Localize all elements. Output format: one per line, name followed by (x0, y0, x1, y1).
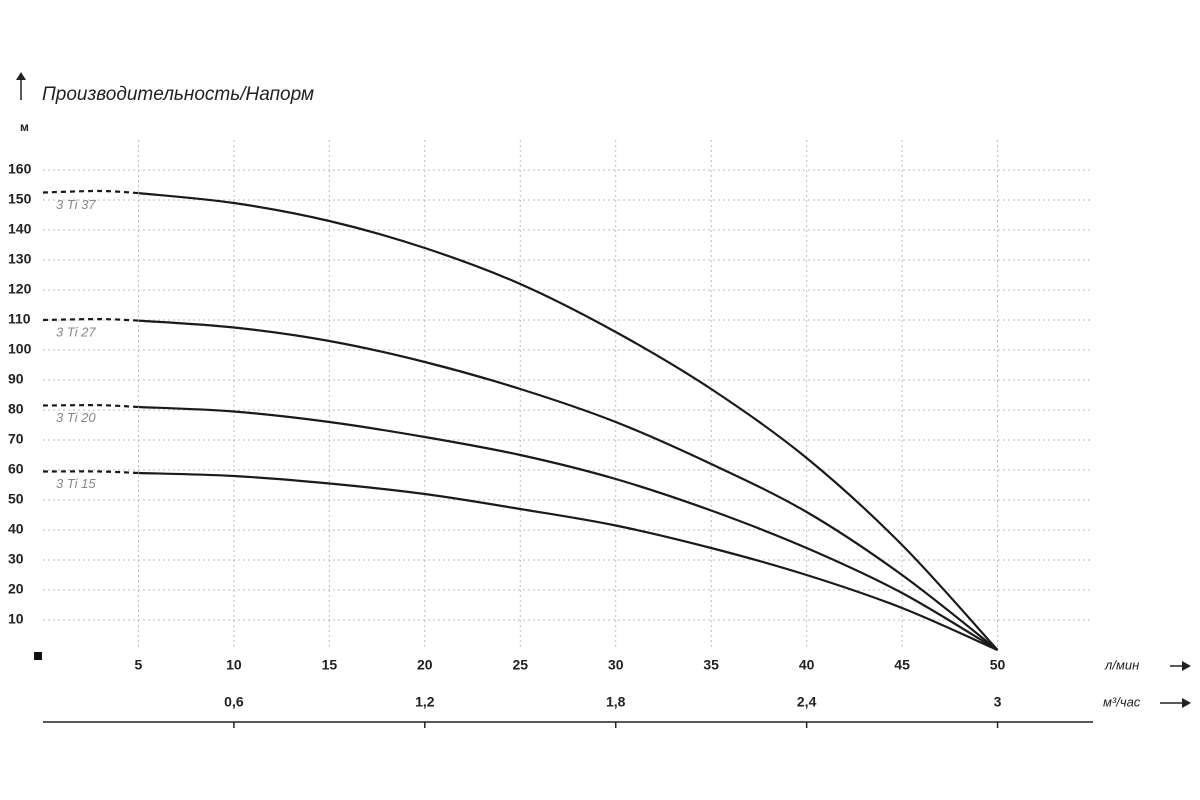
y-tick-label: 90 (8, 371, 24, 387)
y-unit: м (20, 120, 29, 134)
y-tick-label: 100 (8, 341, 32, 357)
y-tick-label: 160 (8, 161, 32, 177)
y-tick-label: 110 (8, 311, 31, 327)
x-tick-label: 20 (417, 657, 433, 673)
y-tick-label: 130 (8, 251, 32, 267)
x2-tick-label: 1,8 (606, 694, 626, 710)
x-tick-label: 30 (608, 657, 624, 673)
y-arrow-head (16, 72, 26, 80)
y-tick-label: 80 (8, 401, 24, 417)
x-unit: л/мин (1104, 657, 1139, 672)
curve (42, 470, 139, 475)
series-label: 3 Ti 15 (56, 476, 96, 491)
x-arrow-head (1182, 661, 1191, 671)
curve (138, 405, 999, 651)
y-tick-label: 40 (8, 521, 24, 537)
series-label: 3 Ti 20 (56, 410, 96, 425)
x-tick-label: 25 (512, 657, 528, 673)
y-tick-label: 50 (8, 491, 24, 507)
curve (42, 189, 139, 195)
x-tick-label: 45 (894, 657, 910, 673)
x2-unit: м³/час (1103, 694, 1141, 709)
x2-tick-label: 1,2 (415, 694, 435, 710)
y-tick-label: 30 (8, 551, 24, 567)
y-tick-label: 140 (8, 221, 32, 237)
curve (138, 471, 998, 652)
y-tick-label: 70 (8, 431, 24, 447)
x-tick-label: 15 (322, 657, 338, 673)
curve (138, 192, 999, 651)
curve (42, 317, 139, 322)
curve (138, 319, 999, 651)
y-tick-label: 20 (8, 581, 24, 597)
series-label: 3 Ti 27 (56, 324, 96, 339)
x-tick-label: 10 (226, 657, 242, 673)
x2-tick-label: 2,4 (797, 694, 817, 710)
curve (42, 404, 139, 409)
y-tick-label: 60 (8, 461, 24, 477)
x2-arrow-head (1182, 698, 1191, 708)
x2-tick-label: 3 (994, 694, 1002, 710)
x-tick-label: 5 (135, 657, 143, 673)
x-tick-label: 35 (703, 657, 719, 673)
y-tick-label: 150 (8, 191, 32, 207)
chart-title: Производительность/Напорм (42, 84, 314, 105)
y-tick-label: 10 (8, 611, 24, 627)
y-tick-label: 120 (8, 281, 32, 297)
series-label: 3 Ti 37 (56, 197, 96, 212)
x2-tick-label: 0,6 (224, 694, 244, 710)
origin-marker (34, 652, 42, 660)
x-tick-label: 40 (799, 657, 815, 673)
x-tick-label: 50 (990, 657, 1006, 673)
